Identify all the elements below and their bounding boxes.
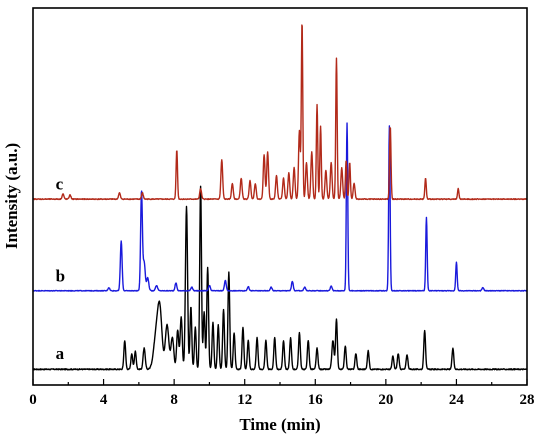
series-line-c: [32, 24, 528, 201]
series-label-a: a: [56, 344, 65, 363]
series-traces: [32, 24, 528, 371]
x-tick-label: 8: [170, 392, 178, 408]
series-labels: a b c: [56, 175, 65, 363]
x-tick-label: 28: [520, 392, 535, 408]
series-line-b: [32, 122, 528, 292]
x-tick-label: 16: [308, 392, 324, 408]
x-tick-label: 20: [378, 392, 393, 408]
x-tick-label: 24: [449, 392, 465, 408]
series-line-a: [32, 185, 528, 371]
x-axis-title: Time (min): [239, 415, 320, 434]
x-tick-label: 12: [237, 392, 252, 408]
x-tick-label: 0: [29, 392, 37, 408]
x-axis-ticks: 0 4 8 12 16 20 24 28: [29, 379, 535, 408]
plot-frame: [32, 7, 528, 386]
series-label-c: c: [56, 175, 64, 194]
y-axis-title: Intensity (a.u.): [2, 143, 21, 249]
series-label-b: b: [56, 266, 65, 285]
x-tick-label: 4: [100, 392, 108, 408]
